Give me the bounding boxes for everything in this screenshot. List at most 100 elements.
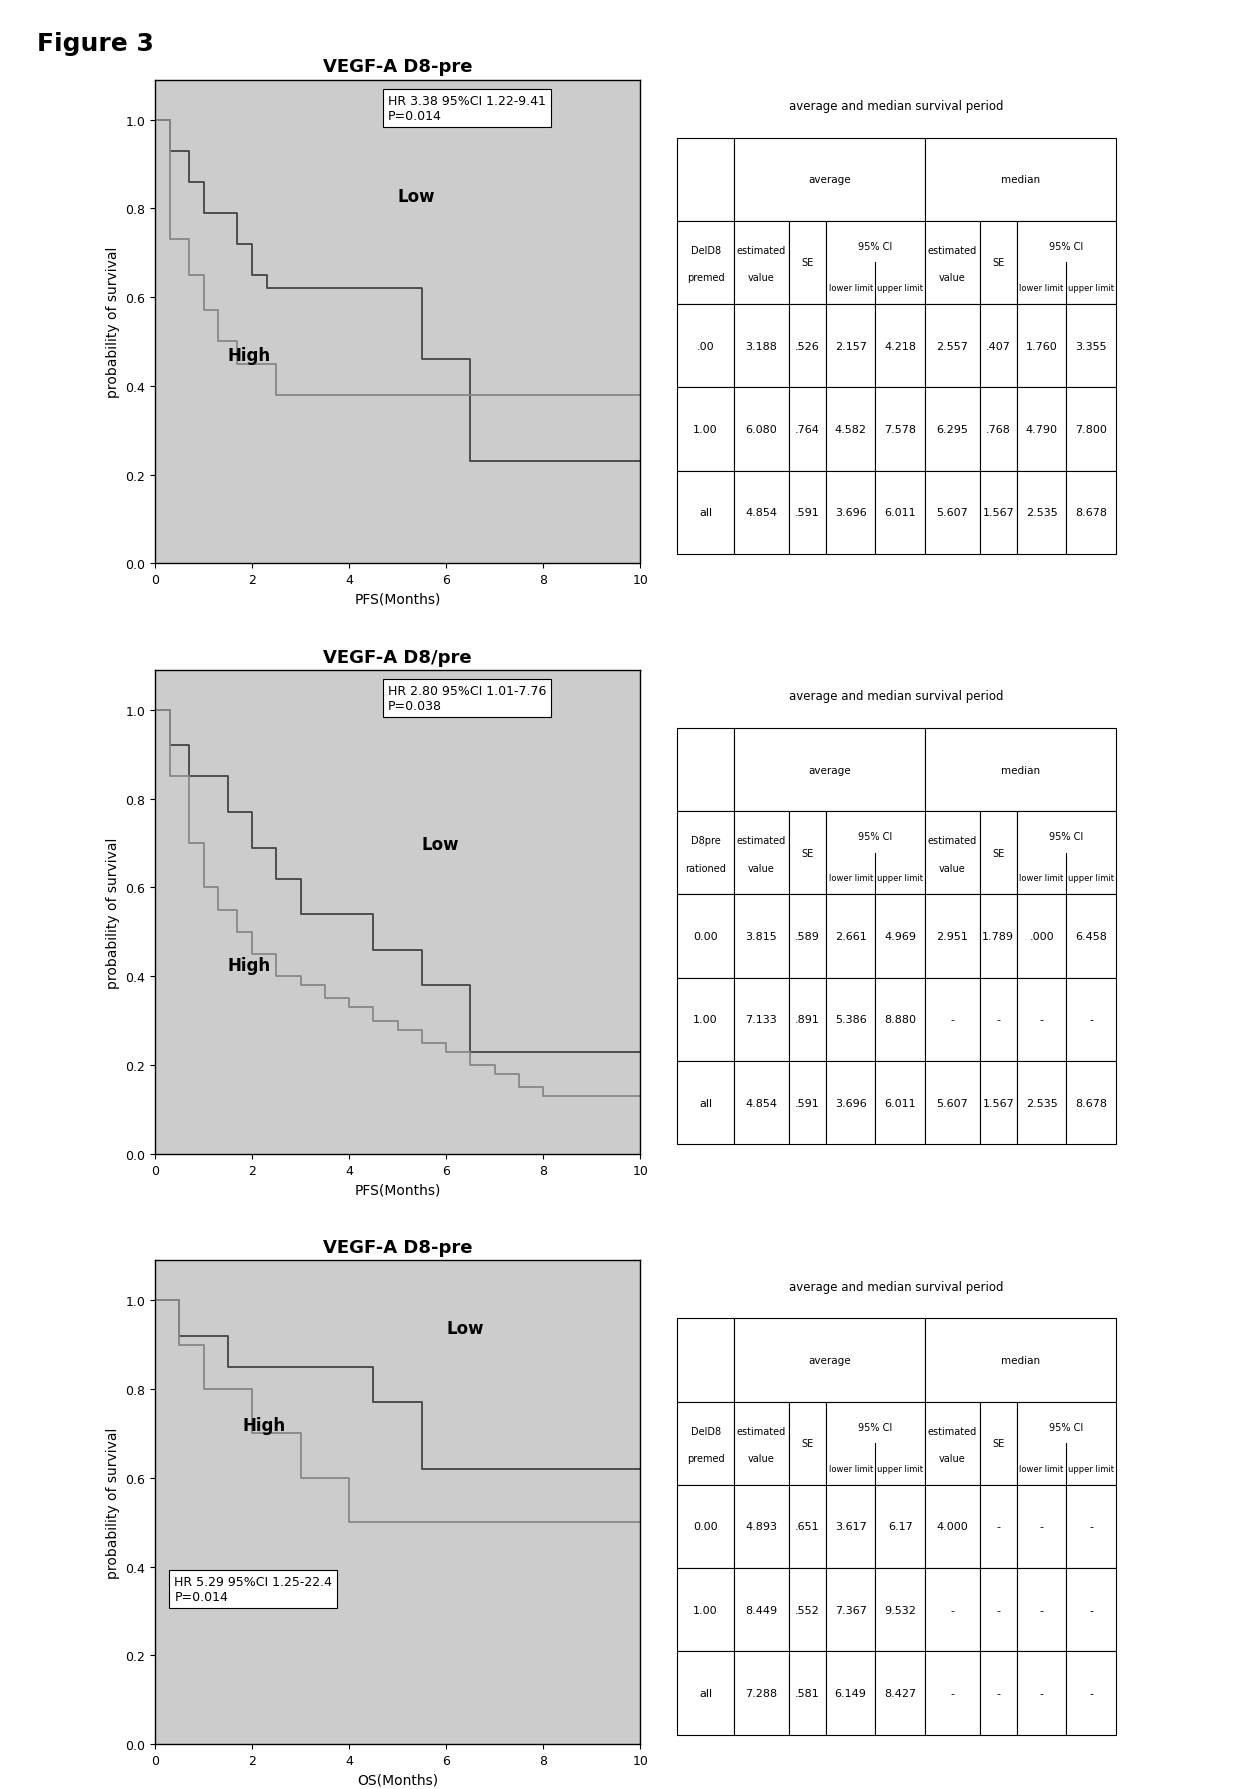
Text: upper limit: upper limit: [1068, 284, 1115, 293]
Bar: [677, 222, 734, 304]
Bar: [1017, 304, 1066, 388]
Bar: [677, 979, 734, 1061]
Text: 95% CI: 95% CI: [858, 1422, 893, 1431]
Text: 4.582: 4.582: [835, 424, 867, 435]
Bar: [1066, 304, 1116, 388]
Bar: [980, 222, 1017, 304]
Text: lower limit: lower limit: [1019, 1463, 1064, 1472]
Bar: [925, 1061, 980, 1145]
Text: 2.157: 2.157: [835, 342, 867, 351]
Text: rationed: rationed: [686, 864, 727, 873]
Bar: [826, 1485, 875, 1569]
Text: 6.149: 6.149: [835, 1689, 867, 1698]
Text: -: -: [1039, 1522, 1044, 1531]
Bar: [1017, 1485, 1066, 1569]
Text: -: -: [1089, 1605, 1094, 1615]
Text: .589: .589: [795, 932, 820, 941]
Text: HR 3.38 95%CI 1.22-9.41
P=0.014: HR 3.38 95%CI 1.22-9.41 P=0.014: [388, 95, 546, 123]
Bar: [980, 894, 1017, 979]
Text: Low: Low: [446, 1318, 484, 1336]
Bar: [677, 471, 734, 555]
Text: High: High: [242, 1415, 285, 1435]
Bar: [789, 894, 826, 979]
Text: Figure 3: Figure 3: [37, 32, 154, 55]
Text: estimated: estimated: [737, 1426, 786, 1437]
Bar: [734, 728, 925, 812]
Bar: [1066, 979, 1116, 1061]
Text: 2.535: 2.535: [1025, 508, 1058, 517]
Text: .000: .000: [1029, 932, 1054, 941]
Text: upper limit: upper limit: [877, 873, 924, 882]
Text: upper limit: upper limit: [877, 1463, 924, 1472]
Text: 6.011: 6.011: [884, 1098, 916, 1107]
Text: -: -: [950, 1605, 955, 1615]
Bar: [875, 1651, 925, 1735]
Bar: [789, 471, 826, 555]
Bar: [734, 471, 789, 555]
Text: 3.696: 3.696: [835, 508, 867, 517]
Text: lower limit: lower limit: [828, 284, 873, 293]
Text: premed: premed: [687, 1453, 724, 1463]
Bar: [734, 979, 789, 1061]
Text: 7.288: 7.288: [745, 1689, 777, 1698]
Bar: [677, 138, 734, 222]
Text: .581: .581: [795, 1689, 820, 1698]
Text: .768: .768: [986, 424, 1011, 435]
Bar: [789, 304, 826, 388]
Bar: [826, 1061, 875, 1145]
Text: 6.011: 6.011: [884, 508, 916, 517]
Text: 2.557: 2.557: [936, 342, 968, 351]
Text: -: -: [950, 1014, 955, 1025]
Text: 5.386: 5.386: [835, 1014, 867, 1025]
Text: estimated: estimated: [737, 245, 786, 256]
Bar: [925, 728, 1116, 812]
Bar: [1017, 812, 1116, 894]
Bar: [980, 812, 1017, 894]
Text: 95% CI: 95% CI: [1049, 1422, 1084, 1431]
Bar: [1066, 1651, 1116, 1735]
Text: SE: SE: [992, 258, 1004, 268]
Text: value: value: [748, 1453, 775, 1463]
Bar: [925, 894, 980, 979]
Text: 1.00: 1.00: [693, 424, 718, 435]
Text: 7.578: 7.578: [884, 424, 916, 435]
Bar: [734, 1318, 925, 1403]
Text: estimated: estimated: [928, 245, 977, 256]
Text: median: median: [1001, 766, 1040, 775]
Bar: [826, 1403, 925, 1485]
Text: HR 5.29 95%CI 1.25-22.4
P=0.014: HR 5.29 95%CI 1.25-22.4 P=0.014: [175, 1574, 332, 1603]
Bar: [1017, 1569, 1066, 1651]
Text: value: value: [748, 864, 775, 873]
Bar: [925, 1403, 980, 1485]
Text: -: -: [996, 1014, 1001, 1025]
Text: 4.893: 4.893: [745, 1522, 777, 1531]
Text: 7.367: 7.367: [835, 1605, 867, 1615]
Bar: [1017, 471, 1066, 555]
Bar: [980, 1651, 1017, 1735]
Text: Low: Low: [422, 835, 459, 853]
Text: 6.295: 6.295: [936, 424, 968, 435]
Text: .526: .526: [795, 342, 820, 351]
Text: upper limit: upper limit: [1068, 873, 1115, 882]
Text: .891: .891: [795, 1014, 820, 1025]
Text: 95% CI: 95% CI: [858, 832, 893, 843]
Bar: [789, 1569, 826, 1651]
Text: 5.607: 5.607: [936, 1098, 968, 1107]
Text: 5.607: 5.607: [936, 508, 968, 517]
Bar: [1066, 1569, 1116, 1651]
Text: SE: SE: [801, 258, 813, 268]
Bar: [677, 1569, 734, 1651]
Bar: [677, 728, 734, 812]
Text: 8.427: 8.427: [884, 1689, 916, 1698]
Bar: [677, 304, 734, 388]
Text: .764: .764: [795, 424, 820, 435]
Bar: [734, 1569, 789, 1651]
Bar: [980, 1569, 1017, 1651]
Bar: [826, 471, 875, 555]
Text: premed: premed: [687, 274, 724, 283]
Bar: [980, 1485, 1017, 1569]
Bar: [925, 1318, 1116, 1403]
Text: SE: SE: [801, 848, 813, 859]
Bar: [826, 304, 875, 388]
Bar: [1017, 979, 1066, 1061]
